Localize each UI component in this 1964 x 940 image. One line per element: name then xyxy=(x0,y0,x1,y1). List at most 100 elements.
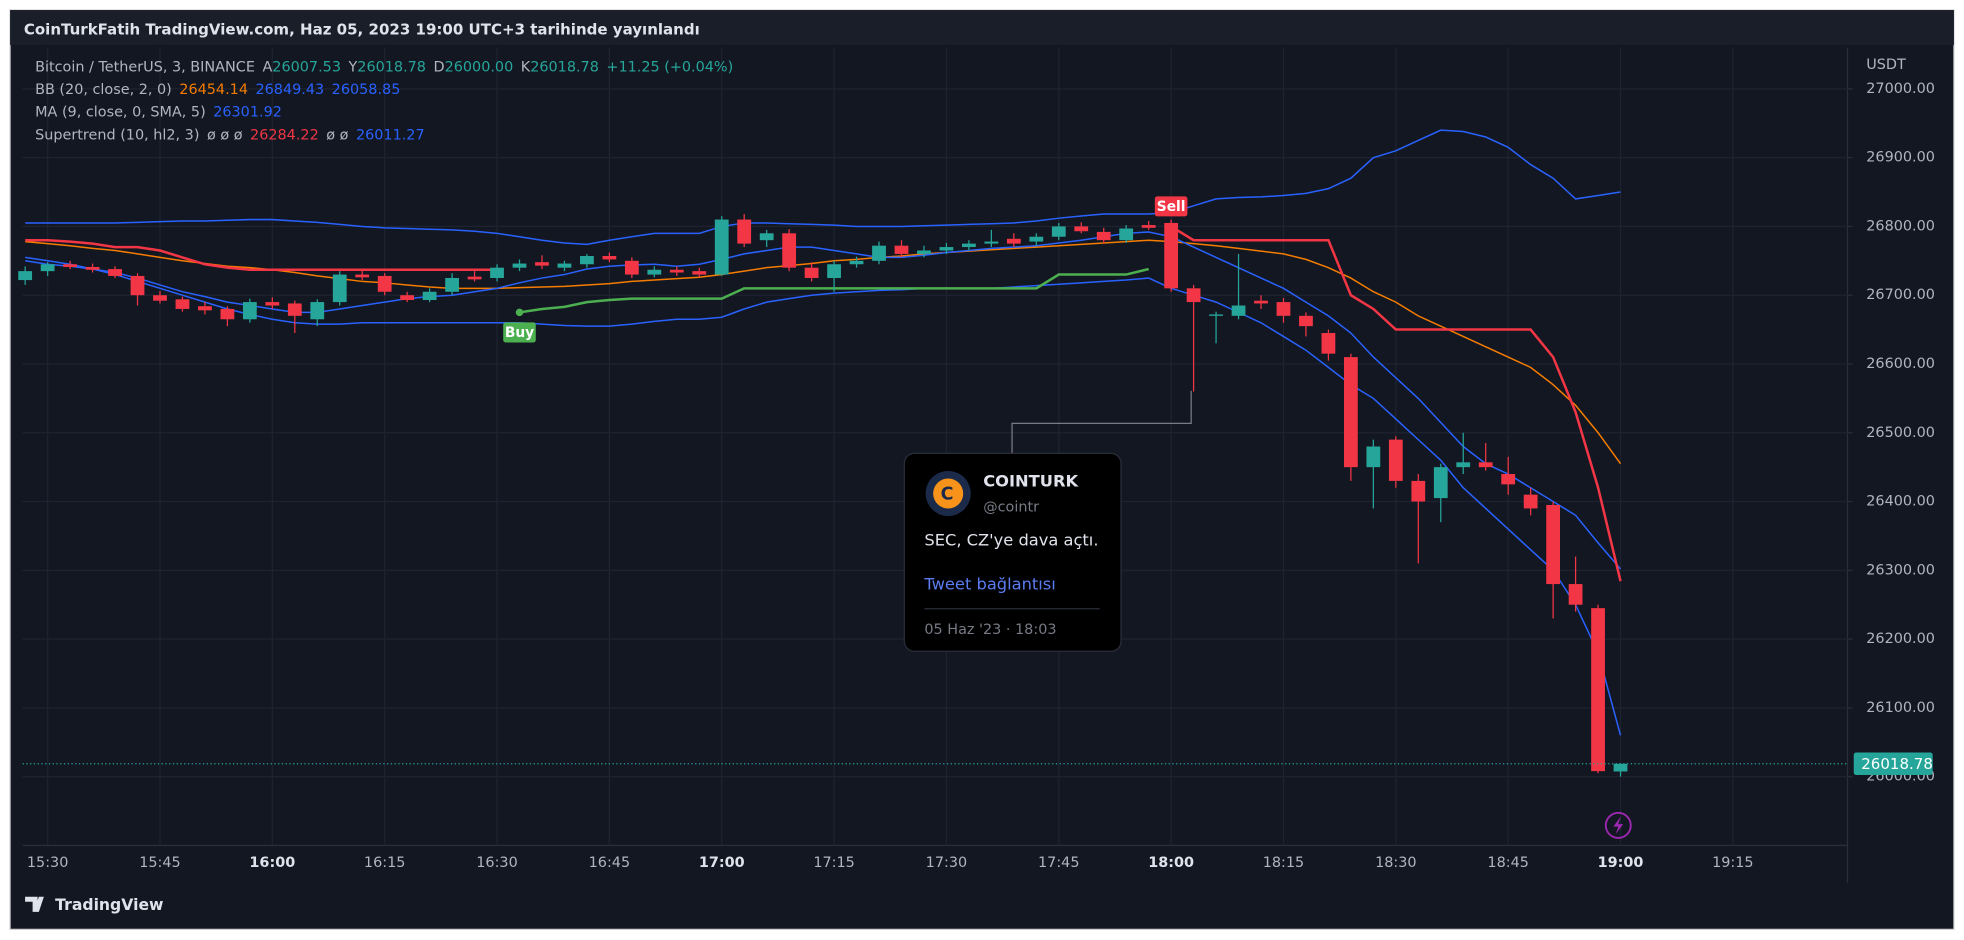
avatar-glyph: C xyxy=(941,485,954,505)
candle-body xyxy=(1523,494,1538,509)
candle-body xyxy=(1546,504,1561,585)
candle-body xyxy=(512,263,527,268)
signal-dot xyxy=(515,308,524,317)
x-tick-label: 18:00 xyxy=(1148,855,1194,871)
x-tick-label: 18:30 xyxy=(1375,855,1416,871)
candle-body xyxy=(310,302,325,320)
x-tick-label: 16:45 xyxy=(589,855,630,871)
tweet-name: COINTURK xyxy=(983,472,1079,491)
legend-part: ø ø ø xyxy=(207,127,243,143)
x-tick-label: 17:45 xyxy=(1038,855,1079,871)
header-title: CoinTurkFatih TradingView.com, Haz 05, 2… xyxy=(24,21,700,39)
candle-body xyxy=(782,233,797,268)
legend-line: BB (20, close, 2, 0) 26454.14 26849.43 2605… xyxy=(35,82,400,98)
candle-body xyxy=(355,274,370,278)
candle-body xyxy=(692,271,707,275)
x-tick-label: 19:15 xyxy=(1712,855,1753,871)
legend-part: Supertrend (10, hl2, 3) xyxy=(35,127,199,143)
tweet-link[interactable]: Tweet bağlantısı xyxy=(923,574,1055,593)
candle-body xyxy=(377,275,392,292)
candles xyxy=(18,214,1628,777)
legend-line: Bitcoin / TetherUS, 3, BINANCE A26007.53 Y… xyxy=(35,60,733,76)
legend-part: 26018.78 xyxy=(357,60,426,76)
candle-body xyxy=(939,247,954,251)
legend-part: MA (9, close, 0, SMA, 5) xyxy=(35,105,206,121)
signal-label: Buy xyxy=(505,325,534,341)
candle-body xyxy=(962,243,976,248)
x-tick-label: 19:00 xyxy=(1598,855,1644,871)
candle-body xyxy=(1074,226,1089,232)
legend-part: 26284.22 xyxy=(250,127,319,143)
y-tick-label: 26400.00 xyxy=(1866,494,1935,510)
legend-part: Bitcoin / TetherUS, 3, BINANCE xyxy=(35,60,255,76)
candle-body xyxy=(242,302,257,320)
candle-body xyxy=(445,278,459,292)
signal-badge xyxy=(503,322,536,343)
x-tick-label: 15:45 xyxy=(139,855,180,871)
grid: 26000.00 26100.00 26200.00 26300.00 26400.00… xyxy=(22,47,1935,871)
candle-body xyxy=(153,295,167,301)
y-tick-label: 26700.00 xyxy=(1866,287,1935,303)
y-tick-label: 26300.00 xyxy=(1866,562,1935,578)
avatar-logo xyxy=(933,478,964,509)
candle-body xyxy=(1096,231,1111,241)
event-bolt xyxy=(1613,816,1624,835)
tweet-date: 05 Haz '23 · 18:03 xyxy=(924,622,1056,638)
candle-body xyxy=(647,269,662,275)
x-tick-label: 18:45 xyxy=(1487,855,1528,871)
candle-body xyxy=(714,219,729,275)
candle-body xyxy=(1568,584,1583,605)
candle-body xyxy=(175,299,190,309)
legend-part: +11.25 (+0.04%) xyxy=(606,60,733,76)
candle-body xyxy=(894,245,909,254)
legend-part: 26011.27 xyxy=(356,127,425,143)
candle-body xyxy=(1276,302,1291,316)
y-tick-label: 26900.00 xyxy=(1866,150,1935,166)
candle-body xyxy=(1119,228,1134,241)
candle-body xyxy=(1209,314,1223,316)
legend-part: Y xyxy=(348,60,358,76)
candle-body xyxy=(1343,357,1358,468)
signal-label: Sell xyxy=(1157,199,1186,215)
legend-part: 26454.14 xyxy=(179,82,248,98)
candle-body xyxy=(1591,608,1605,772)
candle-body xyxy=(737,219,752,244)
indicator-line xyxy=(25,239,1622,465)
signal-dot xyxy=(1167,222,1175,231)
y-tick-label: 27000.00 xyxy=(1866,81,1935,97)
candle-body xyxy=(872,245,886,261)
annotations: Buy Sell 26018.78 xyxy=(22,196,1933,776)
candle-body xyxy=(85,267,100,270)
candle-body xyxy=(467,276,482,280)
candle-body xyxy=(1388,439,1403,481)
x-tick-label: 16:15 xyxy=(364,855,405,871)
header-bar xyxy=(10,10,1954,46)
candle-body xyxy=(1501,474,1516,485)
legend-part: 26058.85 xyxy=(332,82,401,98)
y-tick-label: 26200.00 xyxy=(1866,631,1935,647)
footer-brand: TradingView xyxy=(55,895,163,914)
candle-body xyxy=(332,274,347,303)
candle-body xyxy=(422,291,437,301)
candle-body xyxy=(804,267,819,279)
candle-body xyxy=(669,269,684,273)
last-price-label: 26018.78 xyxy=(1861,755,1933,773)
indicator-line xyxy=(25,129,1621,246)
legend-part: A xyxy=(262,60,272,76)
candle-body xyxy=(265,302,280,306)
candle-body xyxy=(1433,467,1448,499)
legend: Bitcoin / TetherUS, 3, BINANCE A26007.53 Y… xyxy=(35,60,733,144)
candle-body xyxy=(1051,226,1066,237)
candle-body xyxy=(535,262,549,266)
signal-badge xyxy=(1154,196,1188,217)
x-tick-label: 15:30 xyxy=(27,855,68,871)
x-tick-label: 17:00 xyxy=(699,855,745,871)
event-icon[interactable] xyxy=(1604,811,1632,839)
candle-body xyxy=(917,250,931,254)
x-tick-label: 17:30 xyxy=(926,855,967,871)
candle-body xyxy=(1299,315,1313,327)
legend-part: 26000.00 xyxy=(445,60,514,76)
candle-body xyxy=(490,267,504,279)
legend-line: Supertrend (10, hl2, 3) ø ø ø 26284.22 ø ø 2… xyxy=(35,127,425,143)
candle-body xyxy=(198,306,212,311)
